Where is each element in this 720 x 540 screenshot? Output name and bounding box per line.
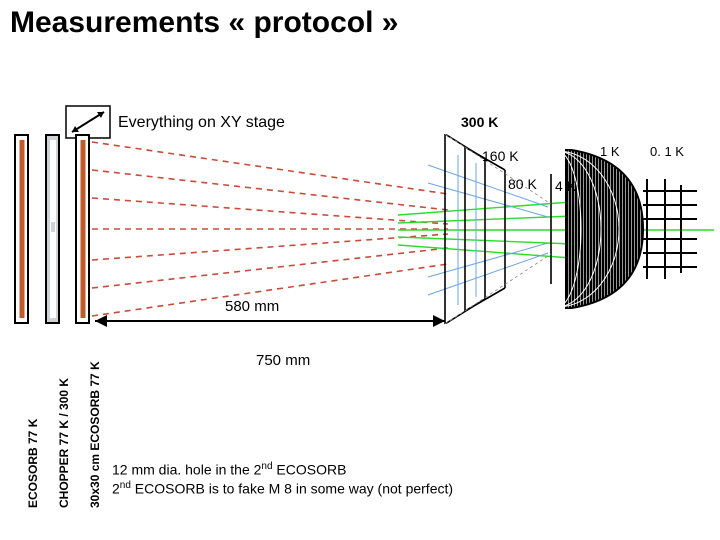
dewar-lens [565, 149, 700, 309]
note1sup: nd [261, 461, 272, 472]
chopper-bar [45, 134, 60, 324]
temp-0p1k: 0. 1 K [650, 144, 684, 159]
ecosorb2-bar [75, 134, 90, 324]
chopper-label: CHOPPER 77 K / 300 K [57, 378, 71, 508]
note2sup: nd [120, 480, 131, 491]
temp-80k: 80 K [508, 176, 537, 192]
subtitle: Everything on XY stage [118, 114, 285, 132]
temp-300k: 300 K [461, 114, 498, 130]
note2b: ECOSORB is to fake M 8 in some way (not … [131, 481, 453, 497]
dim-750-label: 750 mm [256, 352, 310, 369]
temp-1k: 1 K [600, 144, 620, 159]
note1a: 12 mm dia. hole in the 2 [112, 462, 261, 478]
note1b: ECOSORB [273, 462, 347, 478]
notes-text: 12 mm dia. hole in the 2nd ECOSORB 2nd E… [112, 460, 453, 498]
dim-580-arrow [95, 320, 445, 322]
ecosorb1-bar [14, 134, 29, 324]
note2a: 2 [112, 481, 120, 497]
ecosorb2-label: 30x30 cm ECOSORB 77 K [88, 361, 102, 508]
dim-580-label: 580 mm [225, 298, 279, 315]
page-title: Measurements « protocol » [10, 6, 398, 40]
ecosorb1-label: ECOSORB 77 K [26, 419, 40, 508]
temp-4k: 4 K [555, 178, 576, 194]
temp-160k: 160 K [482, 148, 519, 164]
